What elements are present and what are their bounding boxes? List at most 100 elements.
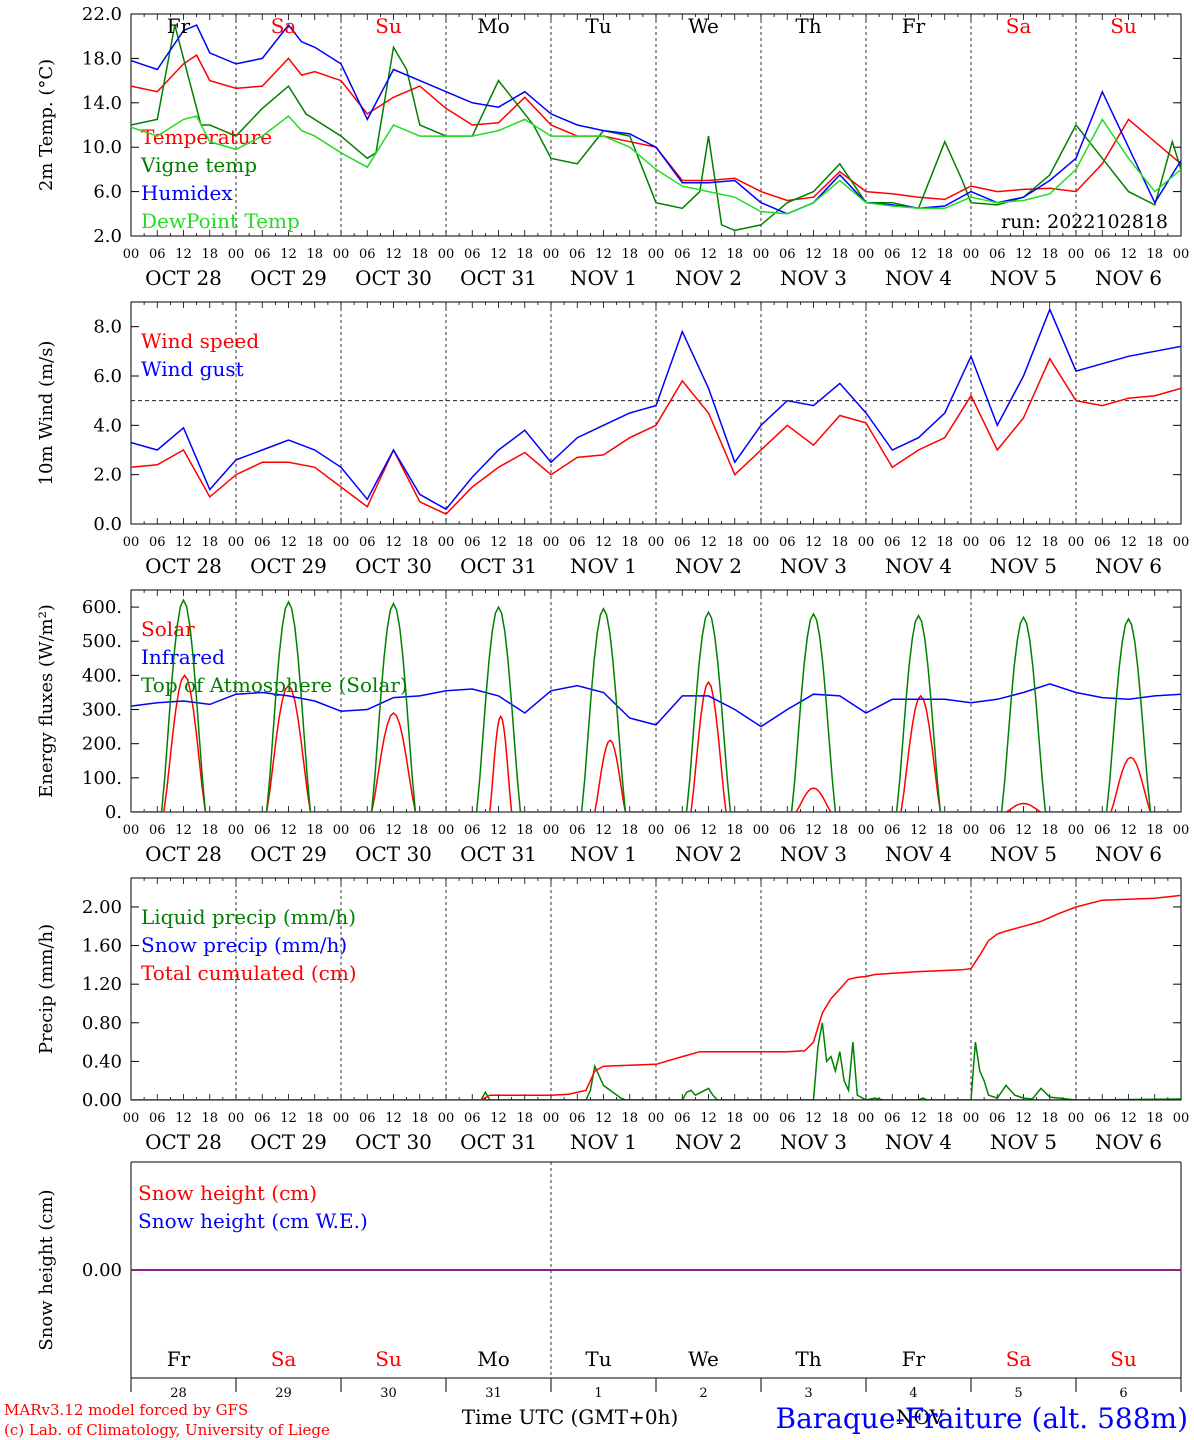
y-tick-label: 0.80 (82, 1013, 122, 1034)
day-label: OCT 30 (355, 1130, 432, 1154)
panel-snow: 0.00 Snow height (cm) Snow height (cm) Snow… (36, 1161, 1182, 1378)
hour-tick-label: 06 (464, 247, 481, 262)
legend-entry: Wind gust (141, 357, 244, 381)
hour-tick-label: 18 (1041, 823, 1058, 838)
day-label: NOV 6 (1095, 1130, 1162, 1154)
hour-tick-label: 12 (280, 247, 297, 262)
hour-tick-label: 12 (805, 535, 822, 550)
bottom-day-number: 2 (699, 1386, 707, 1401)
y-tick-label: 0.40 (82, 1051, 122, 1072)
series-line-0 (131, 674, 1181, 812)
hour-tick-label: 12 (700, 247, 717, 262)
panel-precip: 00 06 12 18 00 06 12 18 00 06 12 18 00 06 12 18 00 06 12 18… (36, 877, 1189, 1154)
hour-tick-label: 18 (621, 1111, 638, 1126)
y-tick-label: 18.0 (82, 48, 122, 69)
hour-tick-label: 18 (1041, 535, 1058, 550)
weekday-label: Sa (1006, 14, 1032, 38)
day-label: NOV 4 (885, 554, 952, 578)
y-tick-label: 0.0 (93, 514, 122, 535)
hour-tick-label: 06 (884, 823, 901, 838)
hour-tick-label: 00 (858, 823, 875, 838)
hour-tick-label: 00 (438, 535, 455, 550)
hour-tick-label: 00 (123, 247, 140, 262)
hour-tick-label: 18 (306, 823, 323, 838)
hour-tick-label: 06 (989, 823, 1006, 838)
hour-tick-label: 00 (543, 1111, 560, 1126)
series-line-0 (131, 1022, 1181, 1100)
day-label: NOV 2 (675, 554, 742, 578)
hour-tick-label: 12 (1015, 823, 1032, 838)
y-tick-label: 500. (82, 631, 122, 652)
y-tick-label: 6.0 (93, 182, 122, 203)
weekday-label-bottom: Th (795, 1347, 821, 1371)
hour-tick-label: 18 (306, 247, 323, 262)
hour-tick-label: 00 (963, 823, 980, 838)
hour-tick-label: 12 (175, 247, 192, 262)
hour-tick-label: 06 (989, 247, 1006, 262)
hour-tick-label: 18 (201, 823, 218, 838)
hour-tick-label: 18 (1146, 535, 1163, 550)
hour-tick-label: 06 (674, 823, 691, 838)
series-line-2 (131, 598, 1181, 812)
hour-tick-label: 06 (359, 1111, 376, 1126)
hour-tick-label: 12 (910, 535, 927, 550)
weekday-label-bottom: Sa (1006, 1347, 1032, 1371)
hour-tick-label: 12 (385, 535, 402, 550)
hour-tick-label: 12 (385, 823, 402, 838)
bottom-day-number: 29 (275, 1386, 292, 1401)
legend-entry: Infrared (141, 645, 225, 669)
hour-tick-label: 00 (1068, 823, 1085, 838)
y-tick-label: 2.0 (93, 226, 122, 247)
legend-entry: Liquid precip (mm/h) (141, 905, 356, 929)
day-label: NOV 4 (885, 266, 952, 290)
bottom-day-number: 1 (594, 1386, 602, 1401)
y-axis-label: 10m Wind (m/s) (36, 341, 57, 486)
day-label: NOV 6 (1095, 842, 1162, 866)
y-tick-label: 2.00 (82, 897, 122, 918)
hour-tick-label: 18 (726, 535, 743, 550)
hour-tick-label: 18 (516, 535, 533, 550)
legend-entry: Top of Atmosphere (Solar) (141, 673, 408, 697)
hour-tick-label: 18 (831, 247, 848, 262)
hour-tick-label: 12 (595, 247, 612, 262)
hour-tick-label: 06 (884, 1111, 901, 1126)
nov-label: NOV (896, 1405, 945, 1429)
hour-tick-label: 12 (805, 823, 822, 838)
hour-tick-label: 00 (753, 823, 770, 838)
hour-tick-label: 18 (411, 535, 428, 550)
legend-entry: Temperature (141, 125, 272, 149)
y-tick-label: 2.0 (93, 465, 122, 486)
hour-tick-label: 00 (333, 535, 350, 550)
hour-tick-label: 12 (385, 247, 402, 262)
hour-tick-label: 18 (411, 247, 428, 262)
hour-tick-label: 06 (149, 823, 166, 838)
y-tick-label: 6.0 (93, 366, 122, 387)
hour-tick-label: 12 (700, 535, 717, 550)
weekday-label: Fr (902, 14, 926, 38)
hour-tick-label: 06 (779, 247, 796, 262)
hour-tick-label: 06 (464, 823, 481, 838)
y-tick-label: 4.0 (93, 415, 122, 436)
day-label: OCT 31 (460, 1130, 537, 1154)
hour-tick-label: 18 (726, 247, 743, 262)
bottom-day-number: 4 (909, 1386, 917, 1401)
hour-tick-label: 18 (516, 247, 533, 262)
hour-tick-label: 12 (280, 823, 297, 838)
bottom-day-number: 31 (485, 1386, 502, 1401)
series-line-1 (131, 683, 1181, 728)
day-label: OCT 28 (145, 554, 222, 578)
hour-tick-label: 12 (1120, 247, 1137, 262)
hour-tick-label: 18 (726, 823, 743, 838)
y-tick-label: 1.20 (82, 974, 122, 995)
hour-tick-label: 12 (1015, 1111, 1032, 1126)
hour-tick-label: 18 (201, 247, 218, 262)
y-axis-label: Energy fluxes (W/m²) (36, 604, 57, 798)
hour-tick-label: 00 (1173, 535, 1190, 550)
day-label: OCT 28 (145, 1130, 222, 1154)
hour-tick-label: 18 (516, 1111, 533, 1126)
hour-tick-label: 12 (490, 823, 507, 838)
station-label: Baraque-Fraiture (alt. 588m) (776, 1402, 1188, 1435)
series-line-1 (131, 24, 1181, 232)
hour-tick-label: 00 (648, 1111, 665, 1126)
